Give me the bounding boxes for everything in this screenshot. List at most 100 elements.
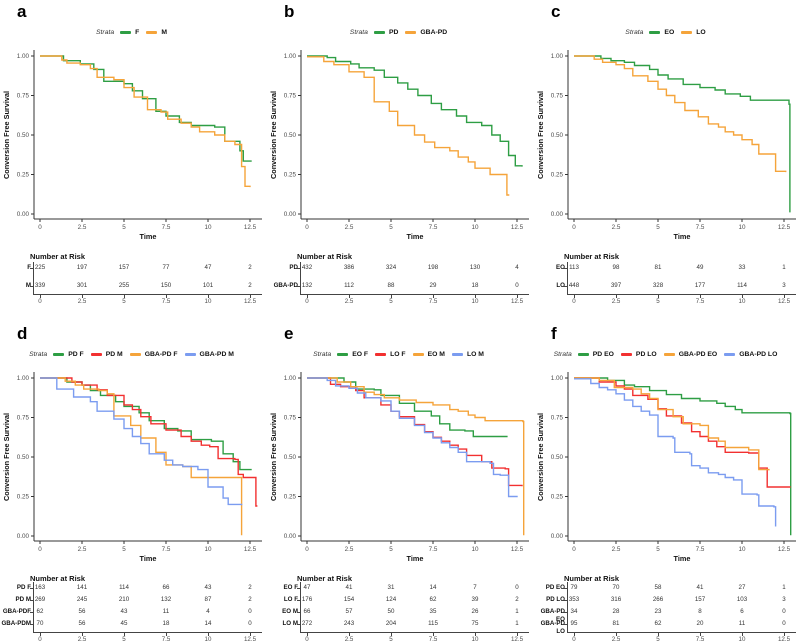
survival-plot: Conversion Free Survival 1.00 0.75 0.50 0.25…	[536, 372, 796, 562]
risk-table-x-axis	[33, 632, 262, 633]
x-tick-label: 7.5	[429, 224, 438, 231]
panel-d: d Strata PD F PD M GBA-PD F GBA-PD M Number …	[0, 322, 266, 643]
risk-count: 0	[515, 584, 519, 591]
survival-curve-lo	[574, 55, 787, 173]
risk-count: 45	[120, 620, 128, 627]
risk-count: 11	[162, 608, 170, 615]
legend-label: EO F	[352, 351, 369, 358]
legend-label: GBA-PD M	[199, 351, 234, 358]
risk-count: 79	[570, 584, 578, 591]
risk-count: 14	[204, 620, 212, 627]
y-tick-label: 0.75	[284, 415, 297, 422]
risk-x-tick-label: 2.5	[344, 298, 354, 305]
risk-row-tick	[564, 600, 567, 601]
risk-count: 316	[610, 596, 622, 603]
risk-count: 103	[736, 596, 748, 603]
y-tick-label: 0.25	[551, 494, 564, 501]
risk-count: 6	[740, 608, 744, 615]
risk-count: 386	[343, 264, 355, 271]
risk-count: 141	[76, 584, 88, 591]
risk-x-tick-label: 5	[389, 298, 393, 305]
risk-axis-tick	[433, 295, 434, 298]
risk-axis-tick	[784, 633, 785, 636]
risk-table-x-axis	[33, 294, 262, 295]
risk-row-tick	[564, 268, 567, 269]
x-tick-label: 0	[305, 224, 309, 231]
legend-label: LO	[696, 29, 706, 36]
legend-line-icon	[373, 31, 385, 34]
legend-label: PD	[388, 29, 399, 36]
risk-x-tick-label: 0	[38, 298, 42, 305]
risk-axis-tick	[250, 295, 251, 298]
risk-row-label: EO	[556, 264, 565, 271]
y-tick-label: 0.00	[284, 211, 297, 218]
risk-x-tick-label: 7.5	[428, 298, 438, 305]
risk-count: 130	[469, 264, 481, 271]
risk-table: Number at Risk EO F 47 41 31 14 7 0 LO F 176 154 12…	[267, 574, 533, 643]
x-axis-label: Time	[407, 554, 424, 562]
x-tick-label: 7.5	[429, 546, 438, 553]
risk-count: 49	[696, 264, 704, 271]
risk-count: 47	[204, 264, 212, 271]
legend-label: GBA-PD F	[144, 351, 178, 358]
legend-line-icon	[412, 353, 424, 356]
x-tick-label: 2.5	[345, 224, 354, 231]
risk-count: 0	[248, 620, 252, 627]
risk-count: 31	[387, 584, 395, 591]
x-tick-label: 5	[122, 224, 126, 231]
risk-count: 339	[34, 282, 46, 289]
legend-line-icon	[620, 353, 632, 356]
risk-row-label: M	[25, 282, 31, 289]
risk-x-tick-label: 7.5	[695, 298, 705, 305]
y-tick-label: 0.75	[551, 93, 564, 100]
risk-row-label: PD LO	[546, 596, 565, 603]
risk-count: 243	[343, 620, 355, 627]
risk-x-tick-label: 12.5	[510, 636, 524, 643]
legend-line-icon	[129, 353, 141, 356]
survival-curve-lo-f	[307, 377, 523, 487]
risk-count: 14	[429, 584, 437, 591]
risk-table-x-axis	[300, 294, 529, 295]
risk-row-tick	[297, 588, 300, 589]
survival-plot: Conversion Free Survival 1.00 0.75 0.50 0.25…	[536, 50, 796, 240]
risk-count: 75	[471, 620, 479, 627]
legend: Strata EO LO	[534, 29, 800, 36]
risk-count: 432	[301, 264, 313, 271]
risk-count: 328	[652, 282, 664, 289]
risk-count: 113	[569, 264, 579, 271]
y-tick-label: 0.25	[284, 172, 297, 179]
risk-count: 20	[696, 620, 704, 627]
y-tick-label: 0.00	[284, 533, 297, 540]
y-axis-label: Conversion Free Survival	[269, 91, 278, 179]
risk-count: 132	[160, 596, 172, 603]
legend-label: PD F	[68, 351, 84, 358]
survival-curve-gba-pd-f	[40, 377, 243, 536]
panel-letter: b	[284, 2, 295, 21]
risk-count: 272	[301, 620, 313, 627]
risk-count: 41	[696, 584, 704, 591]
risk-row-label: LO M	[282, 620, 298, 627]
risk-row-label: EO M	[282, 608, 298, 615]
y-tick-label: 0.50	[551, 132, 564, 139]
survival-curve-pd-eo	[574, 377, 792, 536]
y-tick-label: 1.00	[551, 53, 564, 60]
y-tick-label: 0.75	[551, 415, 564, 422]
y-tick-label: 0.00	[551, 211, 564, 218]
risk-x-tick-label: 10	[471, 298, 479, 305]
legend-label: PD LO	[635, 351, 657, 358]
legend-line-icon	[681, 31, 693, 34]
risk-row-tick	[30, 268, 33, 269]
panel-c: c Strata EO LO Number at Risk EO 113 98 81 49 33…	[534, 0, 800, 321]
risk-row-label: F	[0, 264, 31, 272]
risk-table-y-axis	[567, 582, 568, 632]
risk-x-tick-label: 10	[204, 298, 212, 305]
legend-line-icon	[577, 353, 589, 356]
survival-curve-lo-m	[307, 377, 518, 498]
risk-x-tick-label: 2.5	[77, 636, 87, 643]
risk-count: 324	[385, 264, 397, 271]
risk-count: 163	[34, 584, 46, 591]
x-tick-label: 7.5	[696, 546, 705, 553]
risk-x-tick-label: 12.5	[243, 298, 257, 305]
legend-line-icon	[184, 353, 196, 356]
